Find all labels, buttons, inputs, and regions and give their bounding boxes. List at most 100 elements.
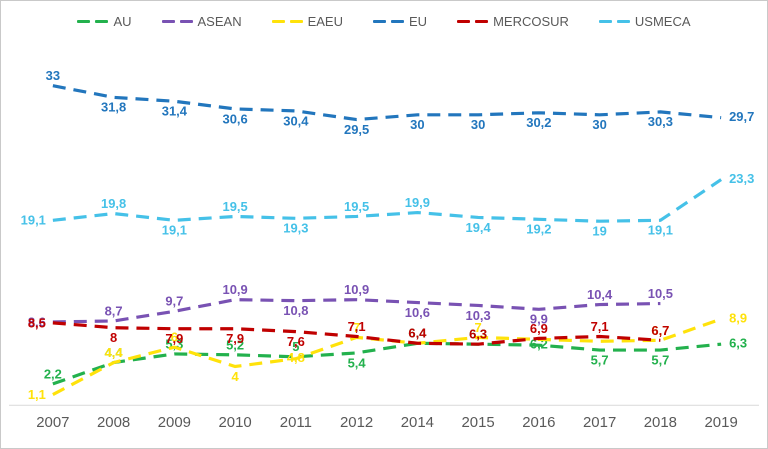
- data-label-eu: 30: [471, 117, 485, 132]
- data-label-asean: 10,5: [648, 286, 673, 301]
- data-label-usmeca: 19,1: [648, 223, 673, 238]
- data-label-eu: 29,7: [729, 109, 754, 124]
- data-label-asean: 9,9: [530, 312, 548, 327]
- data-label-eu: 33: [46, 68, 60, 83]
- x-tick-label: 2009: [158, 414, 191, 431]
- data-label-eu: 30: [410, 117, 424, 132]
- data-label-eaeu: 7: [353, 320, 360, 335]
- data-label-usmeca: 19,1: [162, 223, 187, 238]
- legend-dash: [616, 20, 630, 23]
- data-label-eaeu: 6: [171, 330, 178, 345]
- x-tick-label: 2008: [97, 414, 130, 431]
- data-label-asean: 10,6: [405, 305, 430, 320]
- data-label-usmeca: 19,5: [344, 199, 369, 214]
- data-label-asean: 10,9: [344, 282, 369, 297]
- legend-dash-swatch: [457, 20, 489, 23]
- data-label-mercosur: 7,9: [165, 331, 183, 346]
- x-tick-label: 2017: [583, 414, 616, 431]
- data-label-usmeca: 19,9: [405, 195, 430, 210]
- legend-item-usmeca[interactable]: USMECA: [598, 14, 691, 29]
- data-label-asean: 8,6: [28, 314, 46, 329]
- legend-dash: [289, 20, 303, 23]
- data-label-eaeu: 8,9: [729, 310, 747, 325]
- data-label-asean: 10,8: [283, 303, 308, 318]
- series-line-mercosur: [52, 321, 661, 346]
- data-label-eaeu: 4: [232, 369, 240, 384]
- legend-dash-swatch: [271, 20, 303, 23]
- series-line-usmeca: [52, 178, 723, 223]
- legend-item-eaeu[interactable]: EAEU: [271, 14, 343, 29]
- data-label-usmeca: 19,2: [526, 222, 551, 237]
- data-label-eaeu: 7: [475, 320, 482, 335]
- legend-item-asean[interactable]: ASEAN: [161, 14, 242, 29]
- data-label-eu: 30,3: [648, 114, 673, 129]
- legend-dash-swatch: [598, 20, 630, 23]
- data-label-eu: 31,8: [101, 100, 126, 115]
- data-label-mercosur: 8: [110, 330, 117, 345]
- x-tick-label: 2011: [280, 414, 312, 431]
- legend-label: AU: [113, 14, 132, 29]
- legend-dash-swatch: [373, 20, 404, 23]
- data-label-eaeu: 6,7: [651, 323, 669, 338]
- data-label-asean: 9,7: [165, 294, 183, 309]
- data-label-eu: 30: [592, 117, 606, 132]
- data-label-au: 6,3: [729, 336, 747, 351]
- legend-dash: [95, 20, 109, 23]
- data-label-mercosur: 8,5: [28, 315, 46, 330]
- data-label-usmeca: 19,8: [101, 196, 126, 211]
- legend-item-au[interactable]: AU: [77, 14, 132, 29]
- data-label-eaeu: 4,8: [287, 350, 305, 365]
- legend-dash-swatch: [161, 20, 193, 23]
- data-label-asean: 10,4: [587, 287, 613, 302]
- data-label-usmeca: 19: [592, 224, 606, 239]
- data-label-usmeca: 19,3: [283, 221, 308, 236]
- data-label-eu: 30,4: [283, 113, 309, 128]
- legend-label: ASEAN: [197, 14, 242, 29]
- data-label-eu: 31,4: [162, 104, 188, 119]
- data-label-usmeca: 19,4: [466, 220, 492, 235]
- series-line-au: [52, 341, 722, 386]
- legend-item-mercosur[interactable]: MERCOSUR: [457, 14, 569, 29]
- legend-dash: [161, 20, 175, 23]
- data-label-mercosur: 7,9: [226, 331, 244, 346]
- legend-dash-swatch: [77, 20, 109, 23]
- legend-dash: [373, 20, 386, 23]
- data-label-asean: 10,3: [466, 308, 491, 323]
- data-label-mercosur: 7,6: [287, 334, 305, 349]
- data-label-usmeca: 19,1: [21, 213, 46, 228]
- legend-dash: [475, 20, 489, 23]
- data-label-eu: 30,2: [526, 115, 551, 130]
- data-label-au: 5,7: [651, 352, 669, 367]
- legend-dash: [598, 20, 612, 23]
- data-label-au: 5,4: [348, 355, 367, 370]
- x-tick-label: 2014: [401, 414, 434, 431]
- legend-item-eu[interactable]: EU: [373, 14, 427, 29]
- legend-label: USMECA: [634, 14, 691, 29]
- legend-label: EAEU: [307, 14, 343, 29]
- data-label-au: 2,2: [44, 366, 62, 381]
- legend-dash: [457, 20, 471, 23]
- x-tick-label: 2012: [340, 414, 373, 431]
- data-label-au: 4,4: [105, 345, 124, 360]
- data-label-usmeca: 23,3: [729, 171, 754, 186]
- data-label-usmeca: 19,5: [223, 199, 248, 214]
- series-line-eaeu: [52, 317, 722, 396]
- data-label-eaeu: 1,1: [28, 387, 46, 402]
- data-label-mercosur: 6,3: [469, 327, 487, 342]
- legend-label: EU: [409, 14, 428, 29]
- x-tick-label: 2018: [644, 414, 677, 431]
- x-tick-label: 2007: [36, 414, 69, 431]
- x-tick-label: 2010: [218, 414, 251, 431]
- legend-label: MERCOSUR: [493, 14, 569, 29]
- data-label-asean: 8,7: [105, 303, 123, 318]
- data-label-eu: 30,6: [223, 111, 248, 126]
- data-label-au: 5,2: [226, 337, 244, 352]
- legend-dash: [271, 20, 285, 23]
- data-label-mercosur: 6,7: [651, 323, 669, 338]
- data-label-mercosur: 6,4: [408, 326, 427, 341]
- data-label-au: 5,7: [591, 352, 609, 367]
- x-tick-label: 2015: [461, 414, 494, 431]
- data-label-mercosur: 6,9: [530, 321, 548, 336]
